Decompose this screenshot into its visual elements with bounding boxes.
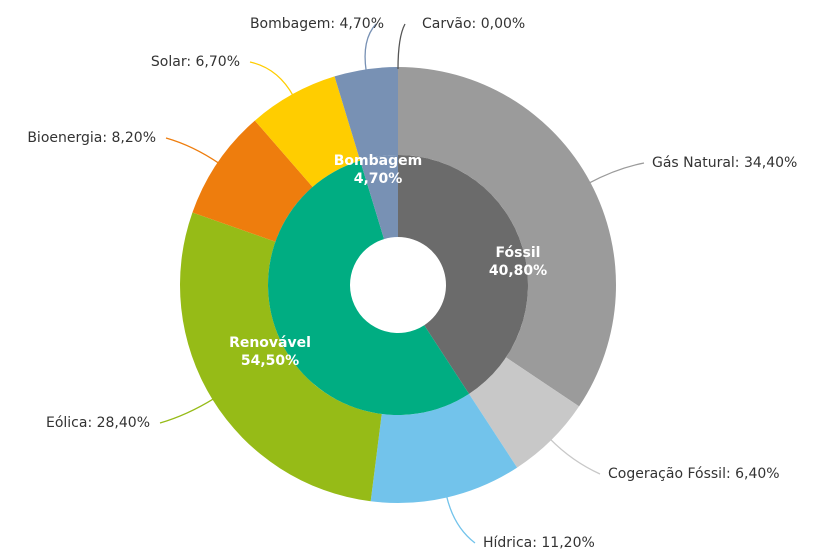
outer-label: Eólica: 28,40% bbox=[46, 415, 150, 431]
outer-segment bbox=[398, 67, 616, 407]
leader-line bbox=[249, 61, 294, 97]
inner-value-label: 54,50% bbox=[241, 353, 299, 369]
leader-line bbox=[549, 438, 601, 475]
outer-segment bbox=[254, 76, 361, 187]
inner-label: Bombagem bbox=[334, 153, 422, 169]
leader-line bbox=[165, 137, 220, 165]
leader-line bbox=[397, 23, 406, 70]
outer-segment bbox=[180, 212, 382, 502]
leader-line bbox=[445, 495, 476, 544]
outer-label: Bombagem: 4,70% bbox=[250, 16, 384, 32]
outer-label: Solar: 6,70% bbox=[151, 54, 240, 70]
inner-value-label: 4,70% bbox=[354, 171, 403, 187]
inner-segment bbox=[398, 155, 528, 394]
outer-segment bbox=[192, 120, 313, 242]
leader-line bbox=[588, 162, 645, 184]
outer-label: Cogeração Fóssil: 6,40% bbox=[608, 466, 780, 482]
inner-value-label: 40,80% bbox=[489, 263, 547, 279]
outer-segment bbox=[469, 357, 580, 468]
inner-segment bbox=[268, 160, 470, 415]
outer-label: Carvão: 0,00% bbox=[422, 16, 525, 32]
inner-segment bbox=[360, 155, 398, 240]
outer-segment bbox=[370, 393, 518, 503]
outer-label: Hídrica: 11,20% bbox=[483, 535, 595, 551]
leader-line bbox=[364, 23, 377, 72]
outer-label: Gás Natural: 34,40% bbox=[652, 155, 797, 171]
inner-label: Fóssil bbox=[496, 245, 541, 261]
leader-line bbox=[159, 397, 215, 424]
outer-segment bbox=[334, 67, 398, 161]
inner-label: Renovável bbox=[229, 335, 311, 351]
outer-label: Bioenergia: 8,20% bbox=[27, 130, 156, 146]
